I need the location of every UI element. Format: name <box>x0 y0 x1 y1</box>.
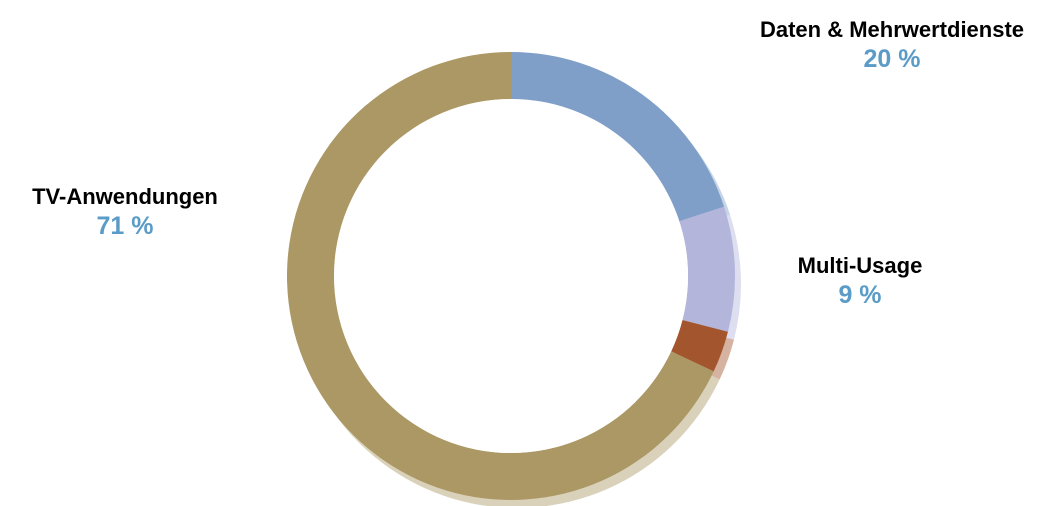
slice-name-multi-usage: Multi-Usage <box>797 253 923 278</box>
donut-slice-slice-2 <box>671 320 728 372</box>
slice-value-daten-mehrwertdienste: 20 % <box>863 45 921 73</box>
slice-label-daten-mehrwertdienste: Daten & Mehrwertdienste 20 % <box>732 16 1052 74</box>
slice-value-multi-usage: 9 % <box>838 281 882 309</box>
slice-name-daten-mehrwertdienste: Daten & Mehrwertdienste <box>759 17 1025 42</box>
slice-label-multi-usage: Multi-Usage 9 % <box>760 252 960 310</box>
slice-value-tv-anwendungen: 71 % <box>96 212 154 240</box>
slice-label-tv-anwendungen: TV-Anwendungen 71 % <box>0 183 250 241</box>
donut-slice-daten-mehrwertdienste <box>511 52 725 222</box>
donut-slice-multi-usage <box>679 206 735 332</box>
donut-hole <box>334 99 688 453</box>
donut-slice-layer <box>287 52 735 500</box>
slice-name-tv-anwendungen: TV-Anwendungen <box>32 184 218 209</box>
